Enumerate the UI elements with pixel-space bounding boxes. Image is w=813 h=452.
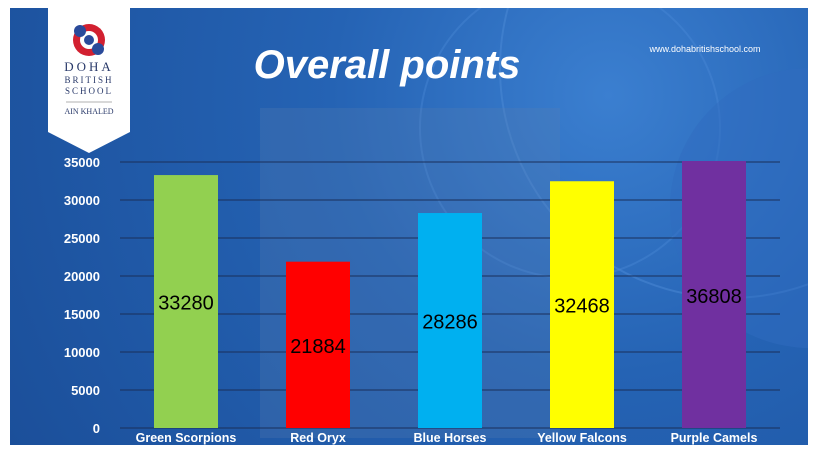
- website: www.dohabritishschool.com: [648, 44, 760, 54]
- page: DOHA BRITISH SCHOOL AIN KHALED Overall p…: [0, 0, 813, 452]
- y-tick-label: 15000: [64, 307, 100, 322]
- chart: DOHA BRITISH SCHOOL AIN KHALED Overall p…: [10, 8, 808, 445]
- y-tick-label: 35000: [64, 155, 100, 170]
- value-label: 21884: [290, 336, 346, 358]
- logo-line: DOHA: [64, 59, 114, 74]
- x-tick-label: Red Oryx: [263, 432, 373, 445]
- y-tick-label: 20000: [64, 269, 100, 284]
- y-tick-label: 10000: [64, 345, 100, 360]
- logo-line: SCHOOL: [65, 86, 113, 96]
- chart-title: Overall points: [254, 43, 521, 87]
- value-label: 33280: [158, 293, 214, 315]
- y-tick-label: 25000: [64, 231, 100, 246]
- x-tick-label: Blue Horses: [395, 432, 505, 445]
- value-label: 32468: [554, 296, 610, 318]
- logo-line: BRITISH: [64, 75, 113, 85]
- x-tick-label: Yellow Falcons: [527, 432, 637, 445]
- value-label: 28286: [422, 312, 478, 334]
- x-tick-label: Purple Camels: [659, 432, 769, 445]
- x-tick-label: Green Scorpions: [131, 432, 241, 445]
- y-tick-label: 5000: [71, 383, 100, 398]
- logo-emblem: [73, 24, 105, 56]
- slide: DOHA BRITISH SCHOOL AIN KHALED Overall p…: [10, 8, 808, 445]
- y-tick-label: 0: [93, 421, 100, 436]
- y-tick-label: 30000: [64, 193, 100, 208]
- value-label: 36808: [686, 286, 742, 308]
- logo-campus: AIN KHALED: [64, 107, 113, 116]
